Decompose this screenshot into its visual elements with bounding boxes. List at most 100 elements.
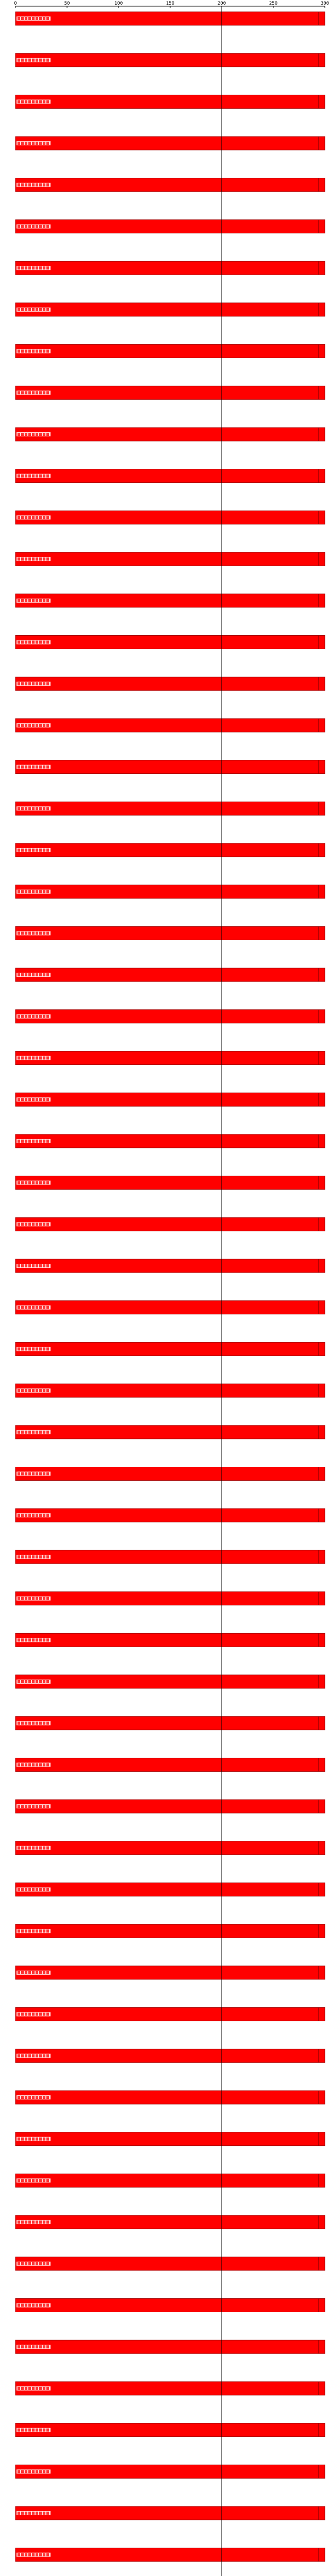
x-tick-label: 0 [14, 1, 16, 6]
x-tick-label: 50 [64, 1, 70, 6]
bar [15, 1757, 325, 1772]
bar-label-glyph [18, 433, 20, 436]
bar-label-glyph [36, 1223, 38, 1226]
bar-label-glyph [43, 391, 45, 395]
bar-label-glyph [32, 2512, 35, 2515]
bar-label-glyph [32, 599, 35, 602]
bar [15, 2381, 325, 2396]
bar-label-glyph [32, 2096, 35, 2099]
bar-row [15, 594, 325, 608]
bar-label-glyph [21, 2303, 24, 2307]
bar-label-glyph [28, 1223, 31, 1226]
bar-label-glyph [46, 1555, 49, 1558]
bar-label-glyph [46, 2428, 49, 2432]
bar-label-glyph [36, 1181, 38, 1184]
bar-row [15, 385, 325, 400]
bar-row [15, 427, 325, 442]
bar-row [15, 1674, 325, 1689]
bar-label-glyph [18, 100, 20, 104]
bar-label-glyph [21, 1181, 24, 1184]
bar-label-glyph [18, 1597, 20, 1600]
bar-row [15, 94, 325, 109]
bar-label-glyph [43, 2345, 45, 2349]
bar-label-glyph [21, 557, 24, 561]
bar-label-glyph [36, 931, 38, 935]
bar-label-glyph [18, 183, 20, 187]
bar-label-glyph [36, 723, 38, 727]
bar-label-glyph [36, 349, 38, 353]
bar-label-glyph [28, 1846, 31, 1850]
bar-label-glyph [39, 765, 42, 769]
bar-label-glyph [25, 1763, 27, 1767]
bar-label-glyph [43, 2012, 45, 2016]
bar-label-glyph [43, 1014, 45, 1018]
bar [15, 2506, 325, 2520]
bar-label-glyph [21, 2137, 24, 2141]
bar-label-glyph [32, 682, 35, 686]
bar-label-glyph [36, 2012, 38, 2016]
bar-label-glyph [36, 2096, 38, 2099]
bar-label-glyph [36, 433, 38, 436]
bar-label-glyph [32, 765, 35, 769]
bar-label-glyph [18, 266, 20, 270]
bar-label-glyph [43, 2221, 45, 2224]
bar-label-glyph [28, 1139, 31, 1143]
bar-label-glyph [39, 2054, 42, 2058]
bar-label-glyph [21, 2262, 24, 2265]
bar-label-glyph [18, 1430, 20, 1434]
bar [15, 718, 325, 733]
bar-label-glyph [28, 849, 31, 852]
bar-label-glyph [43, 17, 45, 20]
bar-label-glyph [39, 474, 42, 478]
bar [15, 1300, 325, 1315]
bar-label-glyph [21, 1680, 24, 1683]
bar-label-glyph [25, 2303, 27, 2307]
bar-label-glyph [18, 1014, 20, 1018]
bar-label-glyph [18, 2386, 20, 2390]
bar-label-glyph [18, 2096, 20, 2099]
bar-label-glyph [25, 2428, 27, 2432]
bar-label-glyph [46, 1139, 49, 1143]
bar-label-glyph [32, 391, 35, 395]
bar-label-glyph [43, 433, 45, 436]
bar-label-glyph [18, 349, 20, 353]
bar-label-glyph [39, 2179, 42, 2182]
bar-label-glyph [43, 1139, 45, 1143]
bar-label-glyph [28, 1181, 31, 1184]
bar-label-glyph [36, 557, 38, 561]
bar-row [15, 1217, 325, 1231]
bar-label-glyph [39, 349, 42, 353]
bar-label-glyph [39, 1929, 42, 1933]
bar [15, 2257, 325, 2271]
bar-label-glyph [18, 2428, 20, 2432]
bar-label-glyph [32, 1181, 35, 1184]
bar-label-glyph [25, 1139, 27, 1143]
bar-label-glyph [18, 1306, 20, 1309]
bar-label-glyph [43, 557, 45, 561]
bar-label-glyph [18, 557, 20, 561]
bar-row [15, 1633, 325, 1647]
bar-label-glyph [46, 474, 49, 478]
bar [15, 1591, 325, 1606]
bar-row [15, 2464, 325, 2479]
bar-row [15, 1176, 325, 1190]
bar [15, 1716, 325, 1731]
bar-label-glyph [39, 2262, 42, 2265]
bar-label-glyph [25, 1888, 27, 1891]
bar-label-glyph [25, 682, 27, 686]
bar-label-glyph [36, 2137, 38, 2141]
x-tick-label: 250 [269, 1, 277, 6]
bar-label-glyph [39, 1098, 42, 1101]
bar-label-glyph [25, 2512, 27, 2515]
bar-label-glyph [36, 1514, 38, 1517]
bar-label-glyph [28, 2512, 31, 2515]
bar-label-glyph [28, 682, 31, 686]
bar-label-glyph [43, 723, 45, 727]
bar-label-glyph [36, 640, 38, 644]
bar-label-glyph [21, 183, 24, 187]
bar-label-glyph [18, 516, 20, 519]
bar-label-glyph [28, 2386, 31, 2390]
bar-label-glyph [32, 1888, 35, 1891]
bar-label-glyph [36, 2428, 38, 2432]
